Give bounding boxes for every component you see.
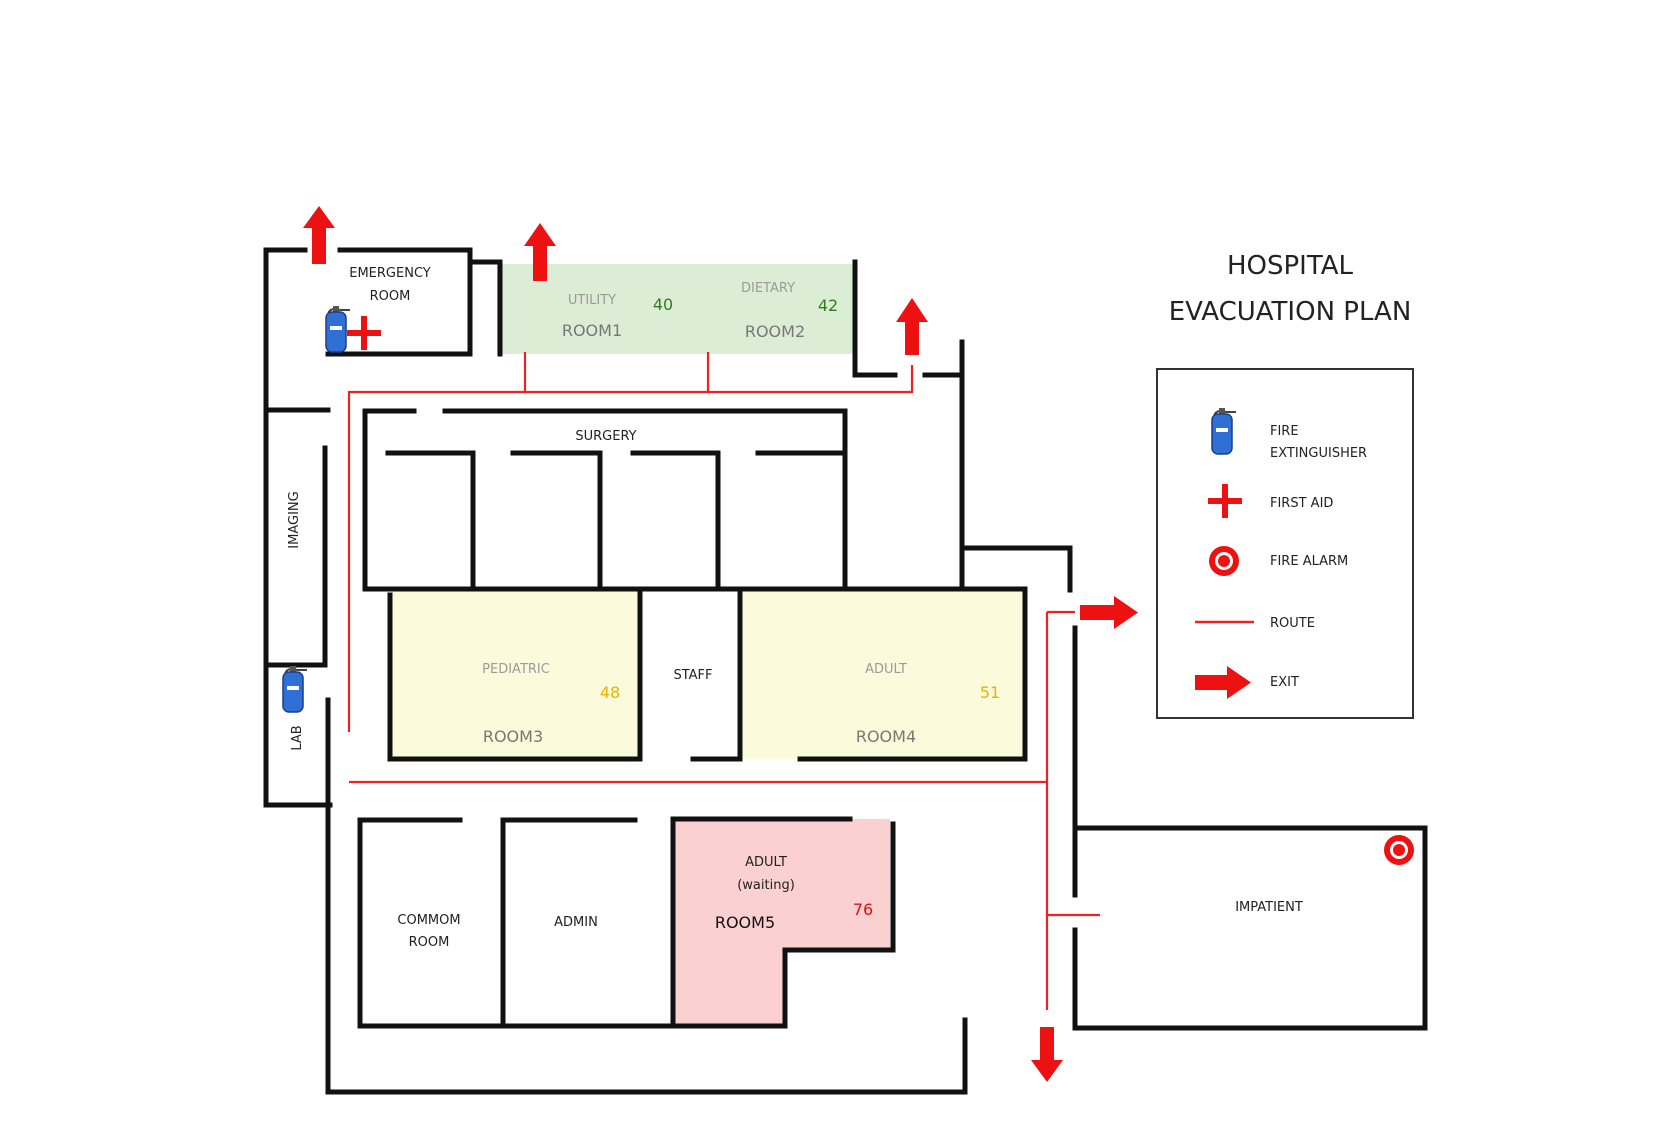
exit-arrow-icon xyxy=(896,298,928,355)
legend-fire-extinguisher-line2: EXTINGUISHER xyxy=(1270,446,1367,461)
adult-waiting-label-line2: (waiting) xyxy=(737,878,795,893)
utility-zone xyxy=(497,264,690,354)
pediatric-zone xyxy=(390,589,640,759)
dietary-label: DIETARY xyxy=(741,281,795,296)
adult-waiting-zone xyxy=(673,819,890,1024)
common-room-label-line2: ROOM xyxy=(409,935,450,950)
utility-occupancy-count: 40 xyxy=(653,295,673,314)
adult-occupancy-count: 51 xyxy=(980,683,1000,702)
dietary-zone xyxy=(690,264,855,354)
fire-alarm-icon xyxy=(1209,546,1239,576)
exit-arrow-icon xyxy=(303,206,335,264)
fire-extinguisher-icon xyxy=(282,665,308,713)
evacuation-route xyxy=(347,352,1100,1010)
impatient-label: IMPATIENT xyxy=(1235,900,1303,915)
room5-label: ROOM5 xyxy=(715,913,775,932)
imaging-label: IMAGING xyxy=(287,491,302,548)
admin-label: ADMIN xyxy=(554,915,598,930)
first-aid-icon xyxy=(347,316,381,350)
utility-label: UTILITY xyxy=(568,293,616,308)
exit-arrow-icon xyxy=(1031,1027,1063,1082)
legend: FIRE EXTINGUISHER FIRST AID FIRE ALARM R… xyxy=(1156,368,1414,719)
legend-fire-alarm: FIRE ALARM xyxy=(1270,554,1348,569)
pediatric-occupancy-count: 48 xyxy=(600,683,620,702)
adult-label: ADULT xyxy=(865,662,907,677)
adult-waiting-label-line1: ADULT xyxy=(745,855,787,870)
room3-label: ROOM3 xyxy=(483,727,543,746)
room4-label: ROOM4 xyxy=(856,727,916,746)
pediatric-label: PEDIATRIC xyxy=(482,662,550,677)
emergency-room-label-line1: EMERGENCY xyxy=(349,266,431,281)
lab-label: LAB xyxy=(290,725,305,750)
legend-exit: EXIT xyxy=(1270,675,1299,690)
legend-route: ROUTE xyxy=(1270,616,1315,631)
fire-alarm-icon xyxy=(1384,835,1414,865)
exit-arrow-icon xyxy=(524,223,556,281)
emergency-room-label-line2: ROOM xyxy=(370,289,411,304)
fire-extinguisher-icon xyxy=(325,305,351,353)
adult-waiting-occupancy-count: 76 xyxy=(853,900,873,919)
common-room-label-line1: COMMOM xyxy=(397,913,460,928)
walls xyxy=(263,247,1428,1095)
surgery-label: SURGERY xyxy=(575,429,636,444)
legend-fire-extinguisher-line1: FIRE xyxy=(1270,424,1299,439)
exit-arrow-icon xyxy=(1080,596,1138,629)
dietary-occupancy-count: 42 xyxy=(818,296,838,315)
exit-arrow-icon xyxy=(1195,666,1251,699)
room2-label: ROOM2 xyxy=(745,322,805,341)
room1-label: ROOM1 xyxy=(562,321,622,340)
staff-label: STAFF xyxy=(673,668,712,683)
adult-zone xyxy=(740,589,1025,759)
plan-title-line1: HOSPITAL xyxy=(1227,251,1354,281)
plan-title-line2: EVACUATION PLAN xyxy=(1169,297,1412,327)
legend-first-aid: FIRST AID xyxy=(1270,496,1333,511)
